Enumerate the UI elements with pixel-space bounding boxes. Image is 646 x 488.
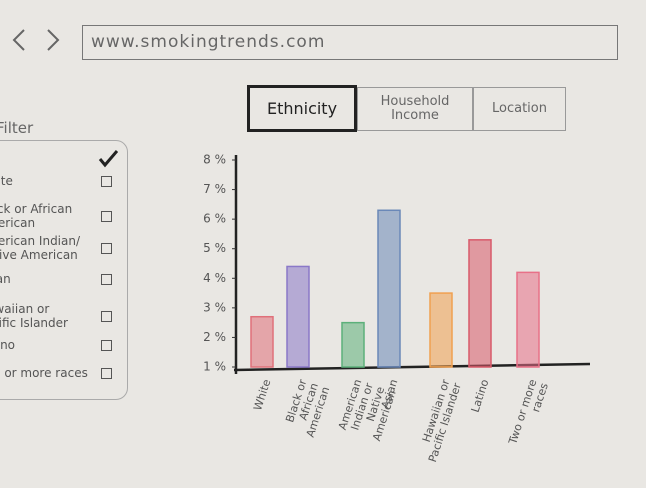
filter-item[interactable]: All [0, 150, 118, 168]
bar [286, 265, 310, 368]
bar [377, 209, 401, 368]
tab[interactable]: Household Income [357, 87, 473, 131]
checkbox[interactable] [101, 242, 112, 254]
back-button[interactable] [12, 29, 25, 51]
checkbox[interactable] [101, 339, 112, 351]
filter-item[interactable]: American Indian/ Native American [0, 234, 118, 262]
checkmark[interactable] [98, 150, 118, 168]
tab[interactable]: Location [473, 87, 566, 131]
filter-label: American Indian/ Native American [0, 234, 81, 262]
y-tick-label: 6 % [203, 212, 226, 226]
y-tick-label: 1 % [203, 360, 226, 374]
filter-item[interactable]: Latino [0, 338, 118, 352]
filter-label: Two or more races [0, 366, 88, 380]
checkbox[interactable] [101, 310, 112, 322]
filter-item[interactable]: Asian [0, 272, 118, 286]
bar [341, 321, 365, 368]
checkbox[interactable] [101, 273, 112, 285]
bar [429, 292, 453, 368]
filter-label: All [0, 152, 88, 166]
forward-button[interactable] [47, 29, 60, 51]
url-bar[interactable]: www.smokingtrends.com [82, 25, 618, 60]
filter-label: Latino [0, 338, 16, 352]
filter-item[interactable]: Hawaiian or Pacific Islander [0, 302, 118, 330]
y-tick-label: 3 % [203, 300, 226, 314]
filter-item[interactable]: White [0, 174, 118, 188]
checkbox[interactable] [101, 175, 112, 187]
filter-item[interactable]: Two or more races [0, 366, 118, 380]
filter-panel [0, 140, 128, 400]
filter-label: Black or African American [0, 202, 73, 230]
filter-label: Hawaiian or Pacific Islander [0, 302, 68, 330]
filter-label: Asian [0, 272, 11, 286]
y-tick-label: 2 % [203, 330, 226, 344]
bar [468, 239, 492, 368]
y-tick-label: 5 % [203, 241, 226, 255]
tab[interactable]: Ethnicity [247, 85, 357, 132]
filter-label: White [0, 174, 13, 188]
filter-title: Filter [0, 119, 34, 137]
bar [250, 315, 274, 368]
y-tick-label: 8 % [203, 153, 226, 167]
filter-item[interactable]: Black or African American [0, 202, 118, 230]
bar [516, 271, 540, 368]
y-tick-label: 7 % [203, 182, 226, 196]
check-stroke [98, 150, 118, 168]
checkbox[interactable] [101, 210, 112, 222]
checkbox[interactable] [101, 367, 112, 379]
y-tick-label: 4 % [203, 271, 226, 285]
